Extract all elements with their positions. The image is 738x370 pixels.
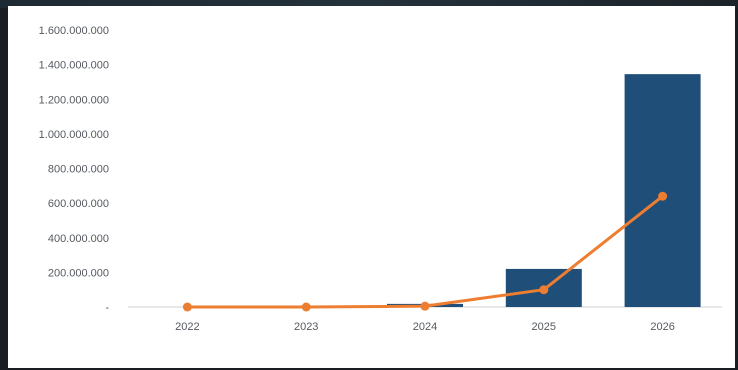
line-point-2024 (420, 301, 430, 311)
y-tick-label: 1.200.000.000 (39, 94, 109, 106)
y-tick-label: 1.000.000.000 (39, 129, 109, 141)
y-tick-label: - (105, 302, 109, 314)
y-tick-label: 600.000.000 (48, 198, 109, 210)
line-path (187, 195, 664, 309)
line-point-2025 (539, 285, 549, 295)
y-tick-label: 200.000.000 (48, 267, 109, 279)
x-tick-label: 2023 (294, 321, 318, 333)
y-tick-label: 400.000.000 (48, 233, 109, 245)
y-tick-label: 800.000.000 (48, 164, 109, 176)
y-tick-label: 1.600.000.000 (39, 25, 109, 37)
x-tick-label: 2026 (650, 321, 674, 333)
x-tick-label: 2025 (532, 321, 556, 333)
bar-series (387, 74, 701, 307)
x-tick-label: 2024 (413, 321, 437, 333)
bar-2026 (624, 74, 701, 307)
y-tick-label: 1.400.000.000 (39, 60, 109, 72)
line-point-2023 (301, 302, 311, 312)
y-axis-ticks: - 200.000.000 400.000.000 600.000.000 800.00… (39, 25, 110, 314)
line-point-2022 (182, 302, 192, 312)
line-point-2026 (658, 191, 668, 201)
line-series (182, 191, 668, 312)
x-tick-label: 2022 (175, 321, 199, 333)
x-axis-ticks: 2022 2023 2024 2025 2026 (175, 321, 675, 333)
top-bar (0, 0, 738, 8)
